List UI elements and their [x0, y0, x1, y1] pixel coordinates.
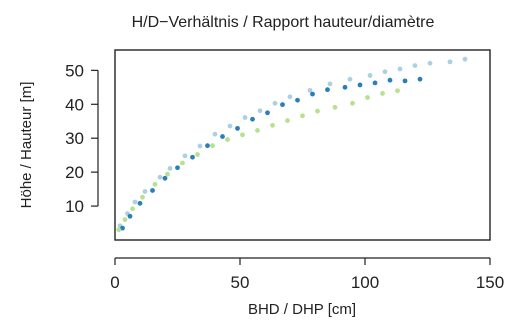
- scatter-point: [227, 123, 233, 129]
- scatter-point: [195, 152, 200, 157]
- scatter-point: [197, 143, 203, 149]
- scatter-point: [387, 77, 393, 83]
- scatter-point: [325, 87, 330, 93]
- scatter-point: [132, 199, 138, 205]
- plot-area-frame: [114, 49, 491, 241]
- scatter-point: [182, 153, 188, 159]
- scatter-point: [272, 100, 278, 106]
- ticks-layer: 0 50 100 150 10 20 30 40 50: [65, 61, 504, 292]
- scatter-point: [357, 82, 363, 88]
- x-axis-label: BHD / DHP [cm]: [248, 301, 356, 318]
- chart-title: H/D−Verhältnis / Rapport hauteur/diamètr…: [132, 14, 435, 31]
- scatter-point: [402, 78, 408, 84]
- scatter-point: [152, 181, 158, 187]
- y-tick-label: 20: [65, 163, 84, 182]
- x-tick-label: 100: [351, 273, 379, 292]
- scatter-point: [205, 143, 210, 149]
- scatter-point: [157, 174, 163, 180]
- scatter-point: [120, 225, 125, 231]
- scatter-point: [255, 128, 260, 133]
- scatter-point: [116, 227, 122, 233]
- scatter-point: [300, 113, 305, 119]
- y-tick-label: 30: [65, 129, 84, 148]
- scatter-point: [167, 166, 173, 171]
- scatter-point: [242, 115, 248, 120]
- scatter-point: [417, 76, 423, 82]
- scatter-point: [372, 80, 378, 86]
- scatter-point: [327, 81, 333, 87]
- scatter-point: [240, 132, 245, 138]
- scatter-point: [190, 154, 195, 160]
- scatter-point: [162, 175, 168, 181]
- scatter-point: [210, 143, 215, 149]
- scatter-point: [220, 134, 225, 139]
- scatter-point: [462, 56, 468, 62]
- y-tick-label: 40: [65, 95, 84, 114]
- scatter-point: [395, 88, 400, 94]
- scatter-point: [212, 131, 218, 137]
- scatter-point: [295, 97, 300, 103]
- scatter-point: [127, 213, 133, 219]
- y-tick-label: 10: [65, 197, 84, 216]
- scatter-point: [427, 60, 433, 66]
- scatter-point: [280, 102, 285, 108]
- scatter-point: [310, 91, 315, 97]
- scatter-point: [367, 73, 373, 78]
- scatter-point: [350, 100, 355, 106]
- scatter-point: [150, 188, 155, 193]
- y-tick-label: 50: [65, 61, 84, 80]
- scatter-point: [270, 122, 275, 128]
- scatter-point: [287, 94, 293, 100]
- scatter-point: [315, 108, 320, 114]
- scatter-point: [332, 104, 338, 110]
- scatter-point: [130, 206, 135, 212]
- scatter-point: [380, 91, 385, 96]
- scatter-point: [165, 171, 170, 177]
- scatter-point: [180, 160, 185, 166]
- x-tick-label: 150: [476, 273, 504, 292]
- scatter-point: [225, 137, 230, 142]
- scatter-point: [265, 110, 270, 116]
- scatter-point: [412, 63, 418, 69]
- scatter-point: [347, 76, 353, 82]
- scatter-point: [175, 165, 180, 171]
- scatter-point: [342, 84, 348, 90]
- scatter-point: [307, 87, 313, 93]
- scatter-point: [122, 217, 128, 223]
- scatter-point: [382, 69, 388, 75]
- scatter-point: [365, 95, 370, 100]
- y-axis-label: Höhe / Hauteur [m]: [18, 82, 35, 209]
- scatter-point: [140, 194, 145, 200]
- points-layer: [116, 56, 468, 233]
- scatter-point: [250, 116, 255, 122]
- scatter-point: [397, 66, 403, 72]
- x-tick-label: 50: [231, 273, 250, 292]
- scatter-point: [257, 108, 263, 114]
- scatter-point: [285, 118, 290, 123]
- x-tick-label: 0: [110, 273, 119, 292]
- scatter-point: [235, 125, 240, 131]
- scatter-point: [447, 59, 453, 65]
- scatter-point: [142, 189, 148, 194]
- scatter-point: [137, 200, 143, 206]
